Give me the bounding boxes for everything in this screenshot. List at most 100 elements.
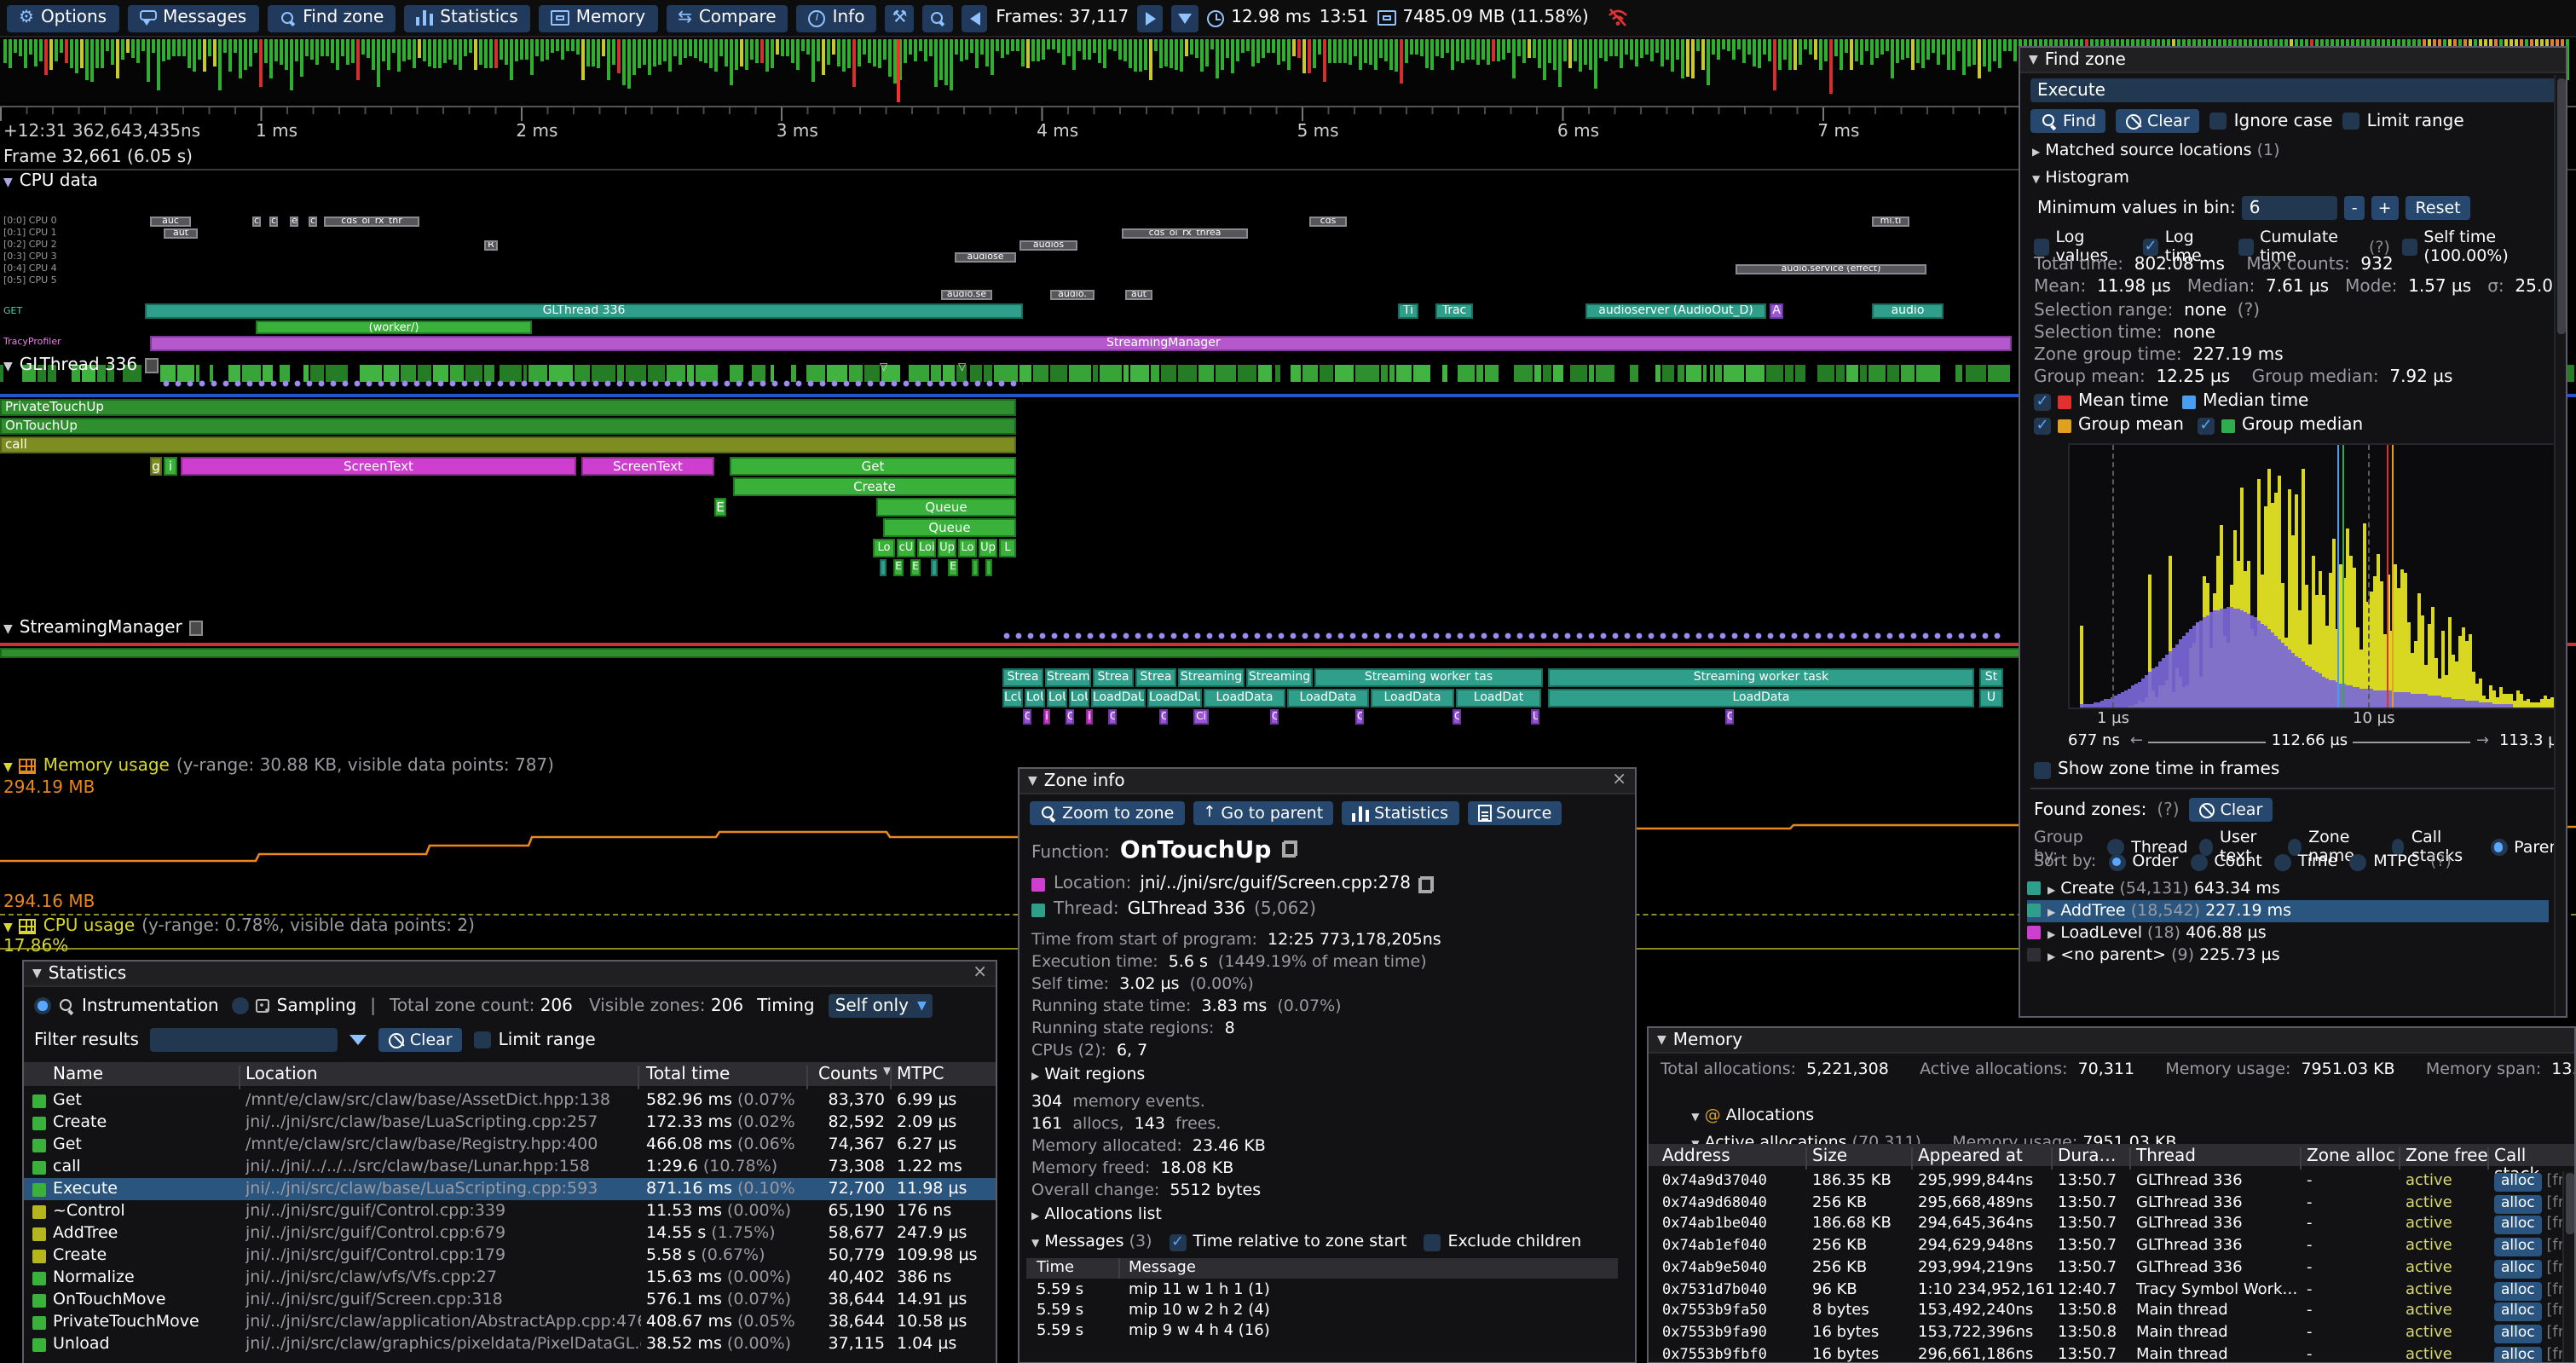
collapse-icon[interactable]: ▼: [32, 967, 42, 980]
zone-auc[interactable]: auc: [150, 217, 191, 227]
zone-l[interactable]: L: [999, 539, 1016, 557]
allocation-row[interactable]: 0x74a9d68040 256 KB 295,668,489ns 13:50.7 GL…: [1649, 1193, 2574, 1214]
alloc-callstack-button[interactable]: alloc: [2494, 1238, 2542, 1257]
zone-g[interactable]: g: [150, 457, 162, 476]
zone-audio-se[interactable]: audio.se: [941, 290, 992, 300]
zone-queue[interactable]: Queue: [883, 518, 1016, 537]
expand-icon[interactable]: ▶: [2048, 907, 2056, 919]
group-mean-checkbox[interactable]: ✓ Group mean: [2034, 416, 2184, 435]
sort-by-count-radio[interactable]: Count: [2190, 852, 2262, 871]
zone-audio[interactable]: audio: [1872, 303, 1944, 319]
alloc-callstack-button[interactable]: alloc: [2494, 1281, 2542, 1300]
stats-row[interactable]: PrivateTouchMove jni/../jni/src/claw/appl…: [24, 1311, 996, 1333]
zone-audios[interactable]: audios: [1019, 240, 1077, 251]
zone-cds-ol-rx-thr[interactable]: cds_ol_rx_thr: [324, 217, 419, 227]
expand-icon[interactable]: ▶: [2048, 951, 2056, 963]
zone-mi-ti[interactable]: mi.ti: [1872, 217, 1909, 227]
stats-row[interactable]: Create jni/../jni/src/guif/Control.cpp:17…: [24, 1245, 996, 1267]
log-time-checkbox[interactable]: ✓ Log time: [2143, 228, 2202, 266]
sort-by-mtpc-radio[interactable]: MTPC: [2349, 852, 2418, 871]
zone-loaddau[interactable]: LoadDaU: [1147, 689, 1202, 707]
zone-loaddata[interactable]: LoadData: [1287, 689, 1369, 707]
zone-audioserver-audioout-d-[interactable]: audioserver (AudioOut_D): [1585, 303, 1766, 319]
alloc-callstack-button[interactable]: alloc: [2494, 1324, 2542, 1343]
scrollbar-thumb[interactable]: [2557, 78, 2566, 334]
collapse-icon[interactable]: ▼: [1657, 1033, 1666, 1047]
found-zone-group[interactable]: ▶ LoadLevel (18) 406.88 µs: [2027, 922, 2549, 944]
alloc-callstack-button[interactable]: alloc: [2494, 1302, 2542, 1322]
frame-select-button[interactable]: [1171, 4, 1199, 32]
messages-button[interactable]: Messages: [127, 4, 259, 32]
zone-e[interactable]: E: [714, 498, 726, 517]
zone-get[interactable]: Get: [730, 457, 1016, 476]
messages-table-header[interactable]: Time Message: [1026, 1258, 1618, 1279]
stats-row[interactable]: ~Control jni/../jni/src/guif/Control.cpp:…: [24, 1200, 996, 1222]
filter-input[interactable]: [150, 1028, 338, 1052]
go-to-parent-button[interactable]: ↑ Go to parent: [1193, 801, 1334, 825]
mean-time-checkbox[interactable]: ✓ Mean time: [2034, 392, 2169, 411]
zone-c[interactable]: C: [1453, 709, 1461, 725]
collapse-icon[interactable]: ▼: [1028, 774, 1037, 788]
zone-strea[interactable]: Strea: [1002, 668, 1043, 687]
find-zone-scrollbar[interactable]: [2554, 75, 2566, 1016]
zone-u[interactable]: U: [1531, 709, 1539, 725]
min-bin-input[interactable]: [2242, 196, 2338, 220]
time-relative-checkbox[interactable]: ✓ Time relative to zone start: [1169, 1233, 1407, 1251]
zone-glthread-336[interactable]: GLThread 336: [145, 303, 1023, 319]
zone-u[interactable]: U: [1979, 689, 2003, 707]
statistics-button[interactable]: Statistics: [404, 4, 530, 32]
zoom-search-button[interactable]: [922, 4, 954, 32]
zone-i[interactable]: i: [1043, 709, 1050, 725]
zone-strea[interactable]: Strea: [1135, 668, 1176, 687]
allocations-list-expander[interactable]: ▶ Allocations list: [1031, 1205, 1162, 1224]
stats-row[interactable]: Create jni/../jni/src/claw/base/LuaScript…: [24, 1112, 996, 1134]
ignore-case-checkbox[interactable]: Ignore case: [2209, 112, 2333, 130]
zone-streamingmanager[interactable]: StreamingManager: [150, 336, 2012, 351]
stats-row[interactable]: OnTouchMove jni/../jni/src/guif/Screen.cp…: [24, 1289, 996, 1311]
wait-regions-expander[interactable]: ▶ Wait regions: [1031, 1066, 1146, 1084]
group-by-parent-radio[interactable]: Parent: [2490, 838, 2566, 857]
zone-cu[interactable]: cU: [897, 539, 915, 557]
memory-table-header[interactable]: Address Size Appeared at Dura… Thread Zo…: [1649, 1144, 2574, 1184]
zone-i[interactable]: i: [1086, 709, 1093, 725]
reset-button[interactable]: Reset: [2405, 196, 2471, 220]
log-values-checkbox[interactable]: Log values: [2034, 228, 2131, 266]
zone-c[interactable]: C: [1355, 709, 1364, 725]
zone-audio-service-effect-[interactable]: audio.service (effect): [1736, 264, 1926, 274]
zone-streaming-worker-task[interactable]: Streaming worker task: [1548, 668, 1974, 687]
messages-expander[interactable]: ▼ Messages (3): [1031, 1233, 1152, 1251]
zone-lou[interactable]: LoU: [1025, 689, 1045, 707]
zone-bar[interactable]: [880, 559, 887, 576]
zone-trac[interactable]: Trac: [1435, 303, 1473, 319]
zone-loaddata[interactable]: LoadData: [1371, 689, 1454, 707]
zone-streaming[interactable]: Streaming: [1178, 668, 1245, 687]
zone-lou[interactable]: LoU: [1047, 689, 1067, 707]
find-button[interactable]: Find: [2030, 109, 2106, 133]
zone-c[interactable]: c: [309, 217, 317, 227]
allocation-row[interactable]: 0x7553b9fa90 16 bytes 153,722,396ns 13:50.8…: [1649, 1323, 2574, 1344]
zone-up[interactable]: Up: [979, 539, 997, 557]
zoom-to-zone-button[interactable]: Zoom to zone: [1030, 801, 1185, 825]
alloc-callstack-button[interactable]: alloc: [2494, 1173, 2542, 1192]
zone-info-titlebar[interactable]: ▼ Zone info ×: [1019, 769, 1635, 794]
memory-button[interactable]: Memory: [538, 4, 658, 32]
collapse-icon[interactable]: ▼: [3, 920, 13, 933]
min-bin-decrease-button[interactable]: -: [2344, 196, 2365, 220]
group-by-zone-name-radio[interactable]: Zone name: [2288, 829, 2380, 866]
tools-button[interactable]: ⚒: [885, 4, 915, 32]
stats-row[interactable]: Get/mnt/e/claw/src/claw/base/Registry.hp…: [24, 1134, 996, 1156]
zone-audio-[interactable]: audio.: [1050, 290, 1095, 300]
zone-cds-ol-rx-threa[interactable]: cds_ol_rx_threa: [1122, 228, 1248, 239]
allocations-expander[interactable]: ▼ @ Allocations: [1691, 1106, 1815, 1125]
alloc-callstack-button[interactable]: alloc: [2494, 1259, 2542, 1279]
prev-frame-button[interactable]: [962, 4, 988, 32]
exclude-children-checkbox[interactable]: Exclude children: [1424, 1233, 1581, 1251]
clear-found-button[interactable]: Clear: [2189, 798, 2273, 822]
zone-time-histogram[interactable]: [2068, 443, 2566, 709]
zone-e[interactable]: E: [910, 559, 921, 576]
zone--worker-[interactable]: (worker/): [256, 321, 532, 334]
message-row[interactable]: 5.59 s mip 11 w 1 h 1 (1): [1026, 1280, 1618, 1301]
zone-c[interactable]: C: [1725, 709, 1734, 725]
cumulate-time-checkbox[interactable]: Cumulate time (?): [2238, 228, 2390, 266]
memory-plot-header[interactable]: ▼ Memory usage (y-range: 30.88 KB, visib…: [3, 757, 554, 776]
